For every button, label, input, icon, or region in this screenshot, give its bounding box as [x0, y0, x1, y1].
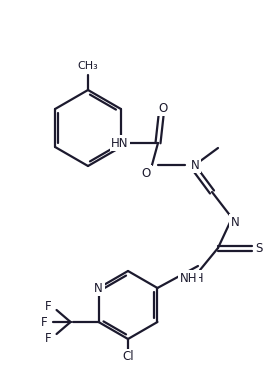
Text: N: N — [231, 216, 239, 229]
Text: Cl: Cl — [122, 350, 134, 363]
Text: HN: HN — [111, 136, 129, 149]
Text: F: F — [45, 332, 52, 345]
Text: S: S — [255, 241, 263, 254]
Text: O: O — [141, 167, 151, 180]
Text: NH: NH — [180, 272, 198, 285]
Text: F: F — [41, 316, 48, 328]
Text: CH₃: CH₃ — [78, 61, 98, 71]
Text: NH: NH — [187, 272, 205, 285]
Text: F: F — [45, 299, 52, 312]
Text: O: O — [158, 102, 168, 114]
Text: N: N — [191, 158, 199, 172]
Text: N: N — [94, 281, 103, 294]
